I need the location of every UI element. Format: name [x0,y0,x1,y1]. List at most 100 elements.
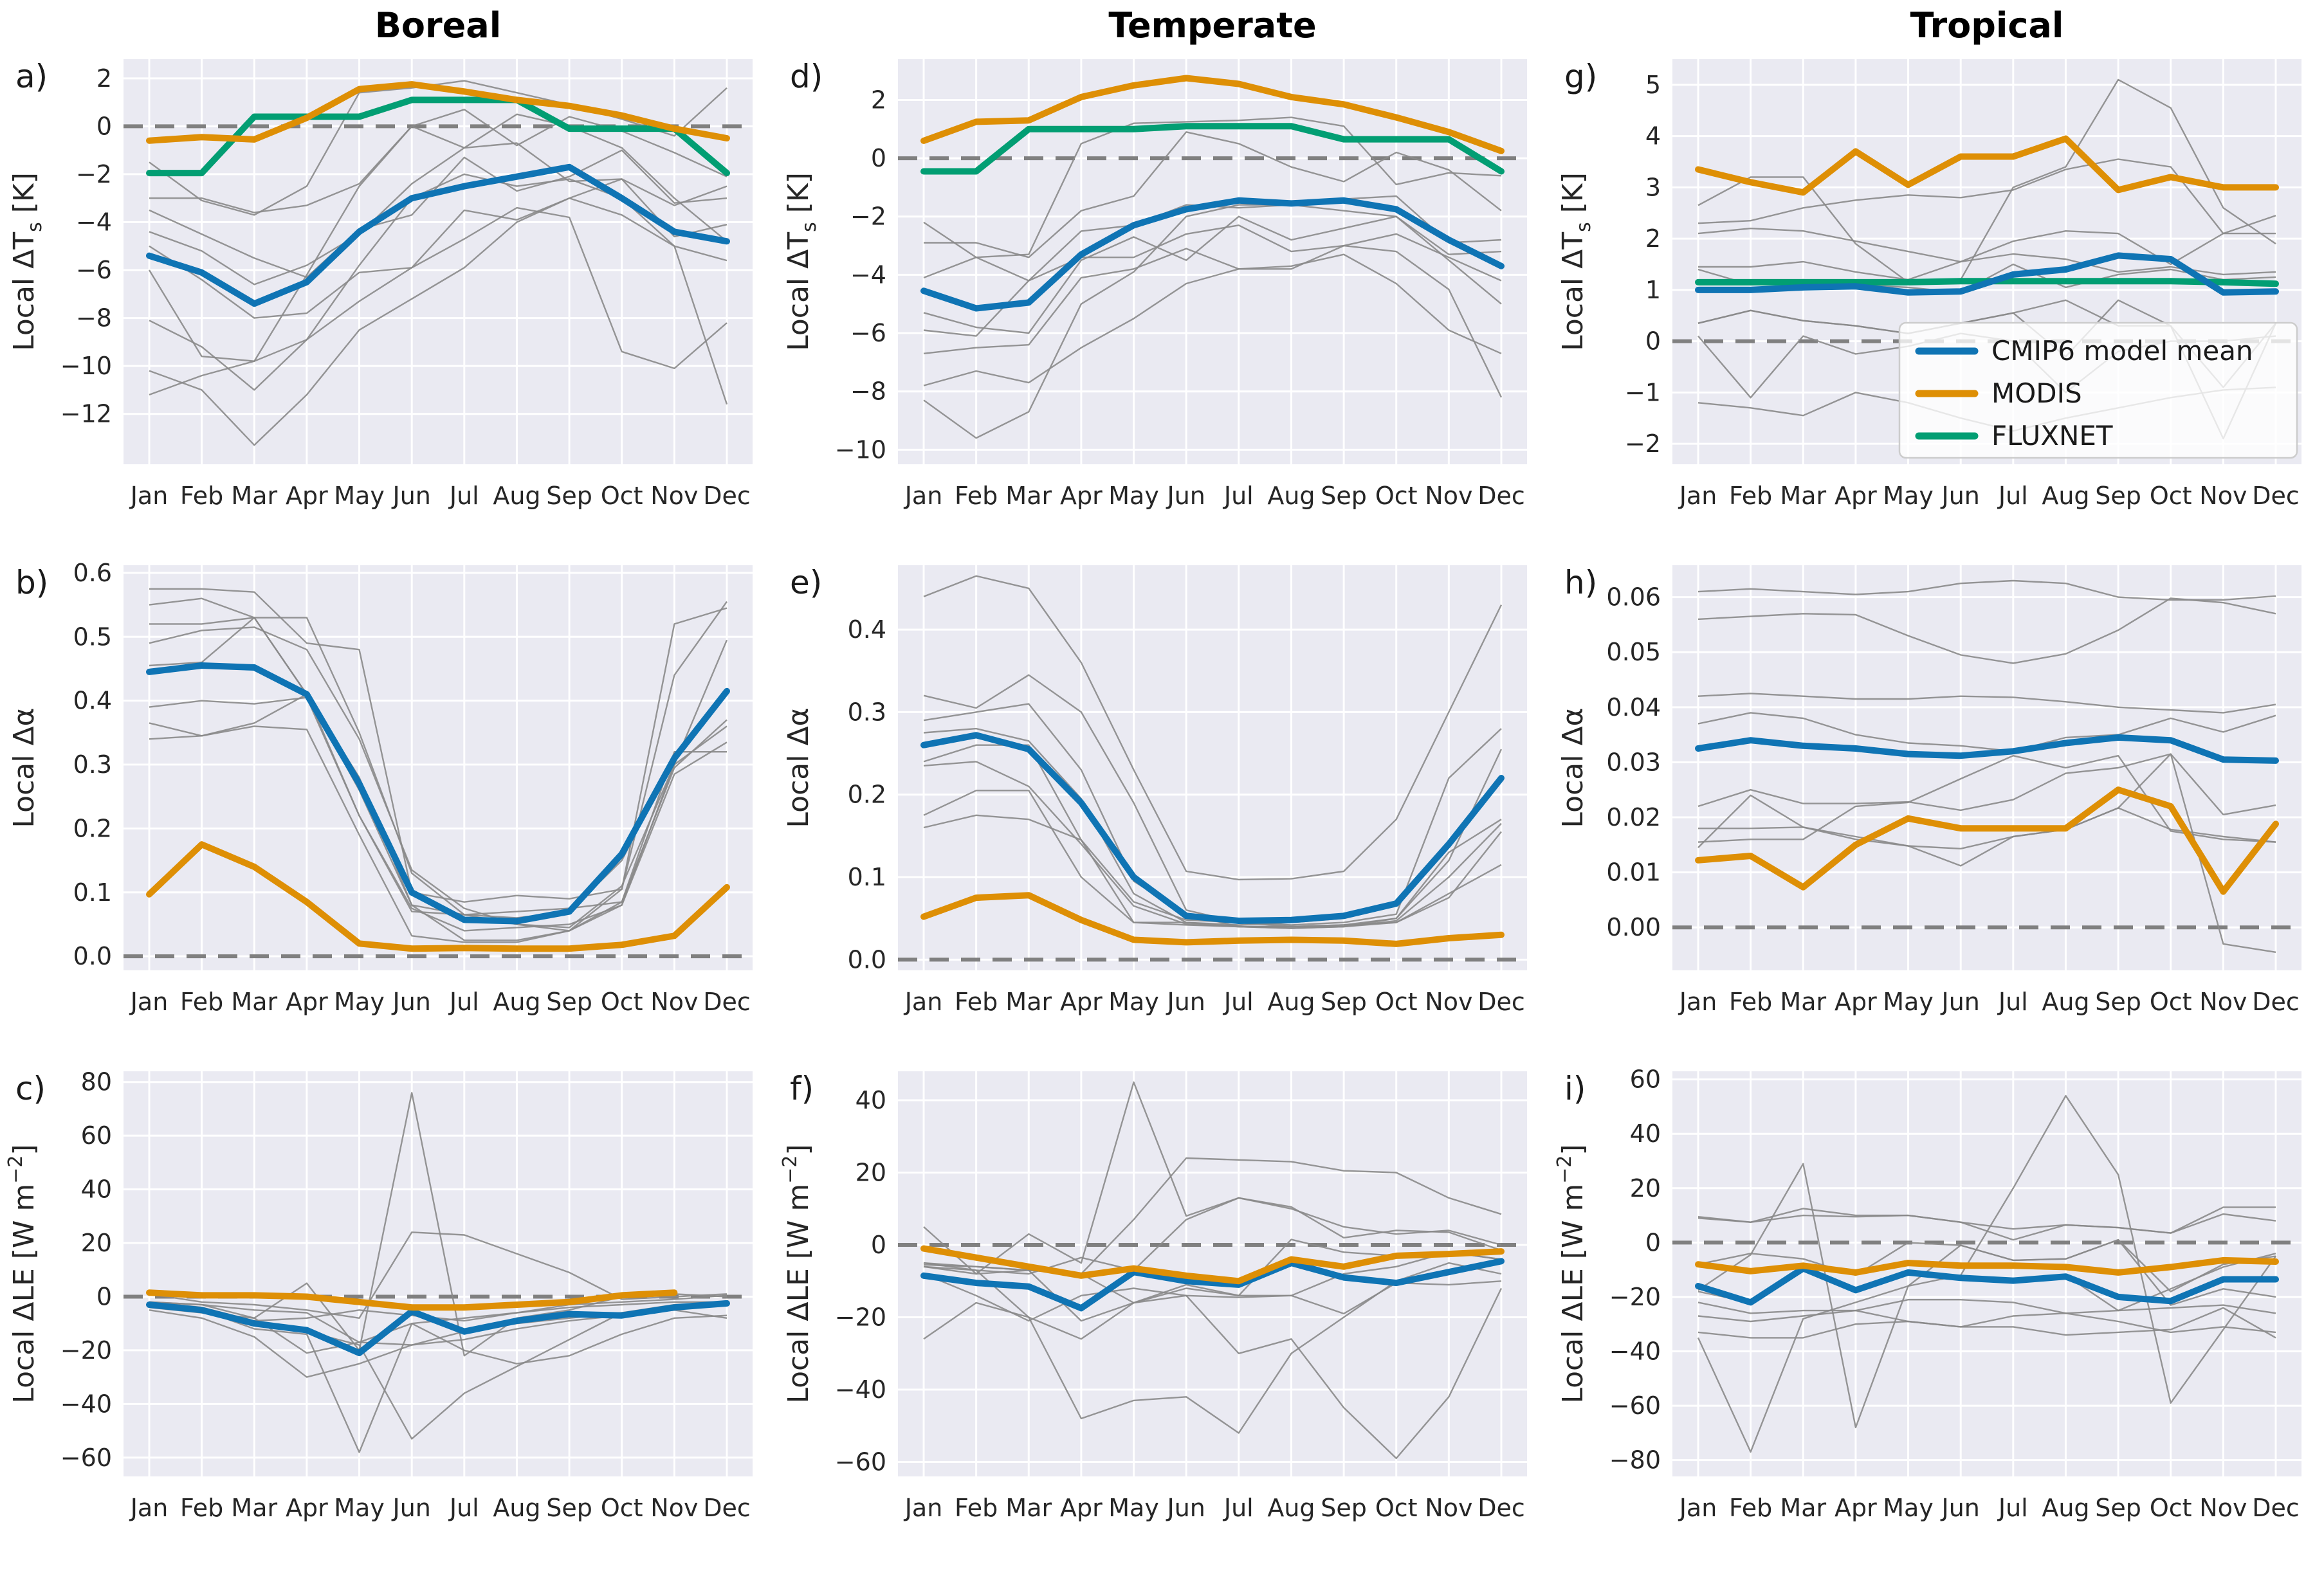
y-tick-label: −2 [850,203,886,231]
y-tick-label: 0.00 [1606,913,1661,941]
y-tick-label: −20 [835,1303,886,1332]
x-tick-label: Sep [1321,482,1367,510]
x-tick-label: Jun [391,988,430,1016]
y-tick-label: 60 [1630,1066,1661,1094]
cmip6-individual-model-line [923,1157,1502,1275]
x-tick-label: Oct [2150,482,2192,510]
cmip6-individual-model-line [1698,807,2276,849]
x-tick-label: Apr [1834,1494,1877,1522]
y-tick-label: 2 [96,64,112,93]
x-tick-label: Aug [2042,988,2089,1016]
x-tick-label: Sep [546,1494,592,1522]
x-tick-label: Nov [2199,988,2247,1016]
y-axis-label: Local ΔLE [W m−2] [1553,1144,1589,1403]
panel-letter: f) [790,1070,814,1107]
y-tick-label: −40 [1609,1338,1661,1366]
plot-background [124,1071,753,1476]
modis-line [1695,135,2279,196]
legend-label: MODIS [1991,377,2082,409]
x-tick-label: Feb [955,482,998,510]
panel-h-chart: Jan Feb Mar Apr May Jun Jul Aug Sep Oct Nov Dec 0.06… [1557,564,2301,1016]
y-tick-label: 2 [871,86,886,114]
x-tick-label: Mar [1005,1494,1052,1522]
x-tick-label: Mar [231,482,277,510]
x-tick-label: Oct [601,1494,643,1522]
x-tick-label: Jul [1223,1494,1254,1522]
x-tick-label: Feb [1729,482,1772,510]
x-tick-label: May [1108,988,1159,1016]
panel-g: Jan Feb Mar Apr May Jun Jul Aug Sep Oct Nov Dec 5 4 3 2… [1549,50,2323,556]
x-tick-label: Jun [1940,988,1979,1016]
y-tick-label: 0 [871,144,886,172]
x-tick-label: Jun [1166,1494,1205,1522]
cmip6-individual-model-line [1697,753,2276,815]
x-tick-label: Feb [955,1494,998,1522]
y-tick-label: −8 [850,377,886,406]
y-tick-label: 40 [1630,1120,1661,1148]
cmip6-individual-model-line [923,814,1502,929]
cmip6-individual-model-line [1697,1307,2276,1339]
y-tick-label: 0.5 [73,622,112,651]
cmip6-individual-model-line [1697,228,2276,266]
cmip6-individual-model-line [1697,1312,2276,1339]
x-tick-label: May [1108,482,1159,510]
x-tick-label: Jul [448,1494,479,1522]
panel-letter: c) [15,1070,46,1107]
cmip6-individual-model-line [149,80,727,216]
x-tick-label: Mar [231,1494,277,1522]
cmip6-mean-line [920,1258,1505,1312]
x-tick-label: Apr [1060,482,1103,510]
y-tick-label: 0.01 [1606,858,1661,887]
fluxnet-line [920,123,1505,175]
x-tick-label: Aug [1267,988,1315,1016]
y-tick-label: 0 [871,1231,886,1259]
x-tick-label: Jan [129,1494,169,1522]
y-tick-label: 3 [1645,173,1661,201]
cmip6-individual-model-line [923,1197,1502,1275]
x-tick-label: May [334,1494,385,1522]
cmip6-individual-model-line [148,206,727,370]
x-tick-label: Dec [2252,482,2300,510]
cmip6-individual-model-line [923,1081,1502,1275]
y-tick-label: 0.2 [848,781,886,809]
panel-g-chart: Jan Feb Mar Apr May Jun Jul Aug Sep Oct Nov Dec 5 4 3 2… [1557,58,2301,510]
x-tick-label: Jan [904,482,943,510]
panel-i: Jan Feb Mar Apr May Jun Jul Aug Sep Oct Nov Dec 60 40… [1549,1062,2323,1568]
x-tick-label: Dec [2252,988,2300,1016]
x-tick-label: Apr [286,1494,328,1522]
y-tick-label: −20 [1609,1283,1661,1311]
x-tick-label: Dec [2252,1494,2300,1522]
x-tick-label: Jul [1997,482,2028,510]
x-tick-label: Jul [448,988,479,1016]
y-tick-label: 0.4 [848,615,886,644]
x-tick-label: Dec [703,988,751,1016]
cmip6-individual-model-line [923,244,1503,398]
column-title-temperate: Temperate [774,0,1549,50]
y-axis-label: Local Δα [8,707,41,828]
modis-line [146,1289,678,1311]
x-tick-label: Oct [1375,1494,1418,1522]
y-tick-label: 0.05 [1606,638,1661,666]
cmip6-individual-model-line [923,204,1502,439]
x-tick-label: Jan [129,988,169,1016]
y-tick-label: 20 [81,1229,112,1257]
x-tick-label: Jun [1166,988,1205,1016]
legend-label: FLUXNET [1991,420,2113,451]
y-tick-label: 0.2 [73,814,112,842]
cmip6-individual-model-line [1697,1238,2276,1306]
cmip6-mean-line [920,197,1505,312]
y-tick-label: 0.3 [848,698,886,726]
x-tick-label: Jun [391,482,430,510]
y-tick-label: −2 [1625,430,1661,458]
x-tick-label: Nov [2199,1494,2247,1522]
column-title-boreal: Boreal [0,0,774,50]
panel-b: Jan Feb Mar Apr May Jun Jul Aug Sep Oct Nov Dec 0.6 0… [0,556,774,1062]
x-tick-label: Aug [493,482,540,510]
x-tick-label: Feb [955,988,998,1016]
x-tick-label: Feb [1729,988,1772,1016]
x-tick-label: Jan [904,988,943,1016]
panel-f-chart: Jan Feb Mar Apr May Jun Jul Aug Sep Oct Nov Dec 40 20… [779,1070,1527,1522]
panel-letter: b) [15,564,48,601]
y-axis-label: Local ΔLE [W m−2] [779,1144,815,1403]
y-tick-label: −10 [835,435,886,464]
